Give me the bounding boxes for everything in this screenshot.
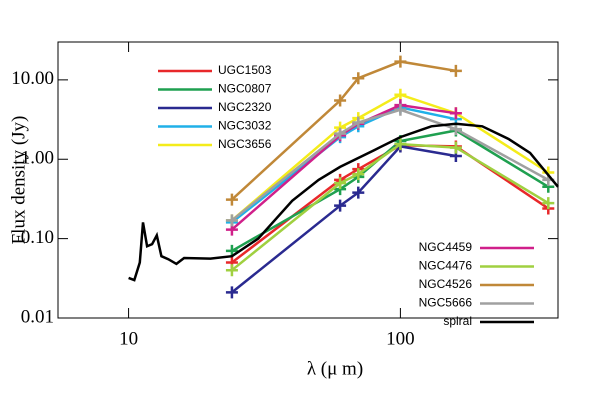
legend-label: NGC3032 [218, 119, 272, 133]
legend-label: NGC3656 [218, 137, 272, 151]
x-tick-label: 100 [386, 328, 415, 349]
legend-label: UGC1503 [218, 63, 272, 77]
marker [334, 199, 347, 212]
marker [225, 214, 238, 227]
legend-label: NGC5666 [419, 296, 473, 310]
series-line [231, 144, 549, 264]
marker [449, 64, 462, 77]
marker [334, 177, 347, 190]
marker [394, 88, 407, 101]
y-axis-label: Flux density (Jy) [8, 116, 29, 245]
marker [449, 123, 462, 136]
marker [542, 197, 555, 210]
y-tick-label: 0.10 [21, 227, 54, 248]
series-line [231, 108, 549, 222]
legend-label: NGC0807 [218, 82, 272, 96]
series-line [231, 142, 549, 272]
y-tick-label: 1.00 [21, 148, 54, 169]
plot-frame [57, 41, 559, 319]
marker [334, 127, 347, 140]
marker [225, 286, 238, 299]
marker [334, 94, 347, 107]
legend-label: NGC4459 [419, 240, 473, 254]
marker [394, 103, 407, 116]
legend-label: spiral [443, 314, 472, 328]
marker [352, 168, 365, 181]
series-line [231, 93, 549, 222]
y-tick-label: 0.01 [21, 306, 54, 327]
marker [449, 141, 462, 154]
marker [225, 193, 238, 206]
legend-label: NGC2320 [218, 100, 272, 114]
marker [225, 264, 238, 277]
marker [352, 116, 365, 129]
marker [449, 107, 462, 120]
marker [394, 138, 407, 151]
y-tick-label: 10.00 [11, 68, 54, 89]
x-axis-label: λ (μ m) [307, 358, 363, 379]
x-tick-label: 10 [119, 328, 138, 349]
series-line [128, 122, 559, 282]
marker [394, 55, 407, 68]
marker [352, 72, 365, 85]
legend-label: NGC4526 [419, 277, 473, 291]
marker [352, 186, 365, 199]
legend-label: NGC4476 [419, 259, 473, 273]
